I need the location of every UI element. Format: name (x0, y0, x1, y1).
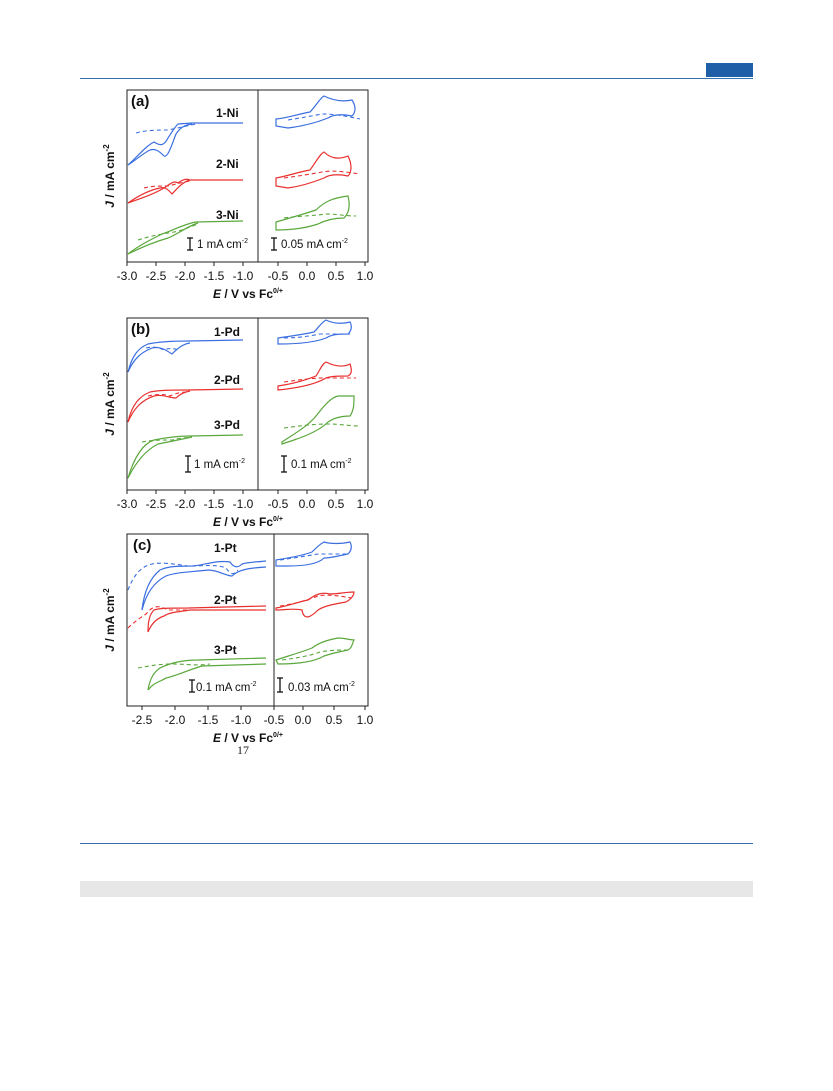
panel-c-x-ticks: -2.5 -2.0 -1.5 -1.0 -0.5 0.0 0.5 1.0 (132, 713, 374, 727)
curve-label-2-pt: 2-Pt (214, 593, 237, 607)
svg-text:-0.5: -0.5 (264, 713, 285, 727)
header-rule (80, 78, 753, 79)
svg-text:-2.0: -2.0 (175, 497, 196, 511)
cv-trace-3-pd-right (281, 395, 355, 445)
curve-label-2-ni: 2-Ni (216, 157, 239, 171)
svg-text:-0.5: -0.5 (268, 269, 289, 283)
panel-a-x-ticks: -3.0 -2.5 -2.0 -1.5 -1.0 -0.5 0.0 0.5 1.… (117, 269, 374, 283)
svg-text:-2.5: -2.5 (146, 269, 167, 283)
scale-bar-left-b: 1 mA cm-2 (185, 455, 245, 473)
cv-trace-3-pd-left (127, 434, 244, 479)
curve-label-1-ni: 1-Ni (216, 106, 239, 120)
svg-text:-1.0: -1.0 (233, 269, 254, 283)
svg-text:0.5: 0.5 (328, 269, 345, 283)
scale-bar-right-a: 0.05 mA cm-2 (271, 237, 348, 251)
scale-bar-left-a: 1 mA cm-2 (187, 237, 248, 251)
cv-trace-2-pd-left (127, 388, 244, 423)
panel-a: (a) J / mA cm-2 1-Ni 2-Ni 3-Ni 1 (102, 89, 374, 301)
cyclic-voltammetry-figure: (a) J / mA cm-2 1-Ni 2-Ni 3-Ni 1 (102, 89, 374, 745)
footer-rule (80, 843, 753, 844)
svg-text:0.0: 0.0 (299, 497, 316, 511)
svg-text:0.0: 0.0 (299, 269, 316, 283)
panel-b-x-ticks: -3.0 -2.5 -2.0 -1.5 -1.0 -0.5 0.0 0.5 1.… (117, 497, 374, 511)
svg-text:-2.5: -2.5 (132, 713, 153, 727)
svg-text:0.0: 0.0 (295, 713, 312, 727)
panel-b-y-axis-label: J / mA cm-2 (102, 372, 117, 436)
curve-label-3-ni: 3-Ni (216, 208, 239, 222)
page-number: 17 (237, 743, 249, 757)
svg-text:-2.0: -2.0 (165, 713, 186, 727)
svg-text:-1.0: -1.0 (231, 713, 252, 727)
cv-trace-1-ni-left-dashed (135, 123, 197, 134)
panel-a-x-axis-label: E / V vs Fc0/+ (213, 287, 283, 301)
cv-trace-3-ni-right (275, 195, 350, 231)
svg-text:1 mA cm-2: 1 mA cm-2 (197, 238, 248, 251)
svg-text:1.0: 1.0 (357, 713, 374, 727)
curve-label-3-pd: 3-Pd (214, 418, 240, 432)
svg-text:-3.0: -3.0 (117, 497, 138, 511)
scale-bar-right-c: 0.03 mA cm-2 (277, 677, 355, 694)
panel-c: (c) J / mA cm-2 1-Pt 2-Pt 3-Pt 0.1 mA cm… (102, 533, 374, 745)
panel-b: (b) J / mA cm-2 1-Pd 2-Pd 3-Pd 1 mA cm-2 (102, 317, 374, 529)
cv-trace-1-pt-left (141, 560, 267, 611)
panel-c-x-axis-label: E / V vs Fc0/+ (213, 731, 283, 745)
curve-label-1-pt: 1-Pt (214, 541, 237, 555)
cv-trace-1-pd-right (277, 319, 352, 345)
svg-text:-1.5: -1.5 (204, 269, 225, 283)
svg-text:0.03 mA cm-2: 0.03 mA cm-2 (288, 681, 355, 694)
cv-trace-2-ni-left (127, 178, 243, 204)
cv-trace-1-ni-left (127, 122, 243, 166)
svg-text:0.1 mA cm-2: 0.1 mA cm-2 (291, 458, 352, 471)
panel-a-y-axis-label: J / mA cm-2 (102, 144, 117, 208)
panel-a-label: (a) (131, 93, 149, 110)
cv-trace-3-pt-left (147, 657, 267, 691)
header-accent-tab (706, 63, 753, 77)
svg-text:-1.5: -1.5 (198, 713, 219, 727)
panel-c-label: (c) (133, 537, 151, 554)
svg-text:-3.0: -3.0 (117, 269, 138, 283)
svg-text:-0.5: -0.5 (268, 497, 289, 511)
svg-text:0.5: 0.5 (328, 497, 345, 511)
cv-trace-2-pd-right (277, 361, 352, 391)
svg-text:-1.5: -1.5 (204, 497, 225, 511)
curve-label-3-pt: 3-Pt (214, 643, 237, 657)
curve-label-1-pd: 1-Pd (214, 325, 240, 339)
svg-text:0.5: 0.5 (326, 713, 343, 727)
panel-b-label: (b) (131, 321, 150, 338)
panel-b-x-axis-label: E / V vs Fc0/+ (213, 515, 283, 529)
svg-text:-1.0: -1.0 (233, 497, 254, 511)
cv-trace-1-pd-left (127, 339, 244, 373)
curve-label-2-pd: 2-Pd (214, 373, 240, 387)
svg-text:0.1 mA cm-2: 0.1 mA cm-2 (196, 681, 257, 694)
svg-text:-2.5: -2.5 (146, 497, 167, 511)
svg-text:1.0: 1.0 (357, 497, 374, 511)
svg-text:0.05 mA cm-2: 0.05 mA cm-2 (281, 238, 348, 251)
svg-text:1 mA cm-2: 1 mA cm-2 (194, 458, 245, 471)
cv-trace-2-ni-right (275, 151, 352, 189)
panel-c-y-axis-label: J / mA cm-2 (102, 588, 117, 652)
cv-trace-1-ni-right (275, 95, 356, 129)
cv-trace-1-pt-right (275, 541, 352, 567)
svg-text:-2.0: -2.0 (175, 269, 196, 283)
svg-text:1.0: 1.0 (357, 269, 374, 283)
cv-trace-3-pt-right (275, 637, 355, 665)
cv-trace-2-pt-left (147, 605, 267, 633)
footer-gray-bar (80, 881, 753, 897)
scale-bar-right-b: 0.1 mA cm-2 (281, 455, 352, 473)
scale-bar-left-c: 0.1 mA cm-2 (189, 679, 257, 694)
